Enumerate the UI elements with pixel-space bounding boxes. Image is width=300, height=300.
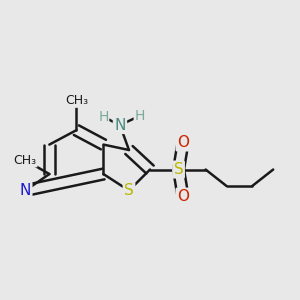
Text: H: H bbox=[98, 110, 109, 124]
Text: S: S bbox=[124, 183, 134, 198]
Text: N: N bbox=[114, 118, 126, 133]
Text: O: O bbox=[177, 189, 189, 204]
Text: CH₃: CH₃ bbox=[65, 94, 88, 107]
Text: S: S bbox=[174, 162, 183, 177]
Text: CH₃: CH₃ bbox=[14, 154, 37, 167]
Text: N: N bbox=[20, 183, 31, 198]
Text: H: H bbox=[134, 109, 145, 123]
Text: O: O bbox=[177, 135, 189, 150]
